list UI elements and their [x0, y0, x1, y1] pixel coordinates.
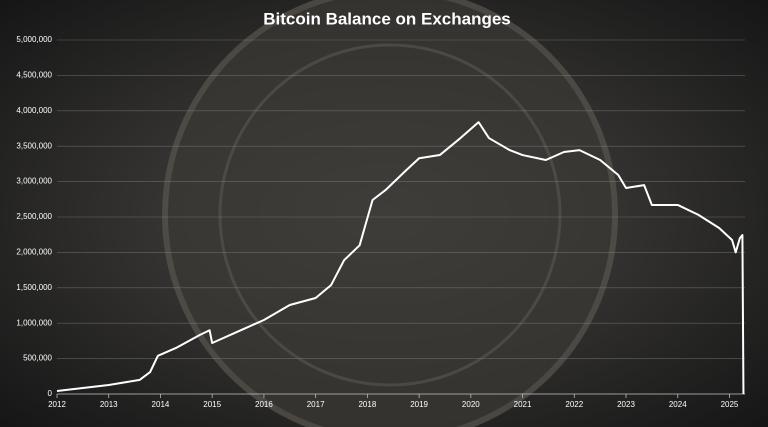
y-tick-label: 2,000,000	[16, 248, 52, 257]
y-tick-label: 3,000,000	[16, 177, 52, 186]
y-tick-label: 1,000,000	[16, 318, 52, 327]
x-tick-label: 2022	[565, 400, 583, 409]
data-line	[56, 121, 745, 395]
x-tick-label: 2019	[410, 400, 428, 409]
x-tick-label: 2014	[152, 400, 170, 409]
x-tick-label: 2020	[462, 400, 480, 409]
y-tick-label: 3,500,000	[16, 141, 52, 150]
y-tick-label: 0	[48, 389, 53, 398]
coin-decoration	[218, 43, 562, 387]
y-tick-label: 4,500,000	[16, 71, 52, 80]
x-tick-label: 2015	[203, 400, 221, 409]
x-tick-label: 2012	[48, 400, 66, 409]
x-tick-label: 2017	[307, 400, 325, 409]
x-tick-label: 2025	[721, 400, 739, 409]
coin-decoration	[162, 0, 618, 427]
y-tick-label: 500,000	[23, 354, 52, 363]
y-tick-label: 5,000,000	[16, 35, 52, 44]
y-tick-label: 4,000,000	[16, 106, 52, 115]
x-tick-label: 2013	[100, 400, 118, 409]
y-tick-label: 1,500,000	[16, 283, 52, 292]
x-tick-label: 2016	[255, 400, 273, 409]
x-tick-label: 2024	[669, 400, 687, 409]
x-tick-label: 2018	[358, 400, 376, 409]
x-tick-label: 2023	[617, 400, 635, 409]
y-tick-label: 2,500,000	[16, 212, 52, 221]
chart-title: Bitcoin Balance on Exchanges	[263, 9, 511, 28]
x-tick-label: 2021	[514, 400, 532, 409]
